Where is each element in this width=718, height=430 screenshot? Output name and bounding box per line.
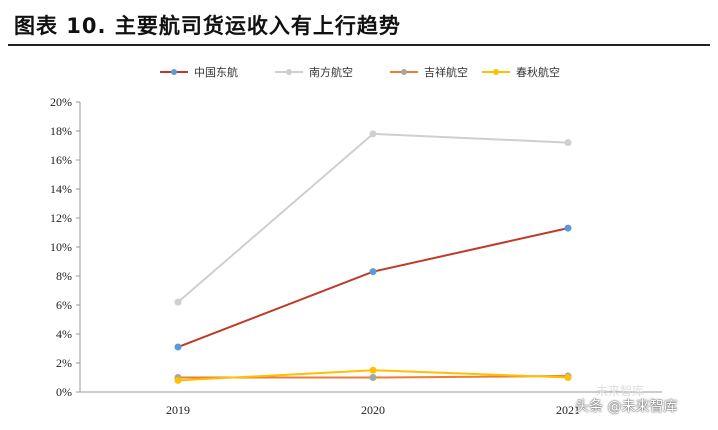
- legend-label: 吉祥航空: [424, 65, 468, 79]
- legend-swatch-marker: [493, 69, 499, 75]
- y-tick-label: 2%: [56, 356, 72, 370]
- series-1: [174, 130, 572, 306]
- y-tick-label: 0%: [56, 385, 72, 399]
- x-tick-label: 2021: [556, 403, 580, 417]
- legend-label: 中国东航: [194, 65, 238, 79]
- legend-item: 吉祥航空: [390, 65, 468, 79]
- y-tick-label: 14%: [50, 182, 72, 196]
- series-line: [177, 132, 569, 303]
- y-tick-label: 8%: [56, 269, 72, 283]
- legend-label: 春秋航空: [516, 65, 560, 79]
- y-tick-label: 10%: [50, 240, 72, 254]
- data-point: [564, 224, 572, 232]
- data-point: [564, 374, 572, 381]
- y-tick-label: 4%: [56, 327, 72, 341]
- y-tick-label: 20%: [50, 95, 72, 109]
- series-0: [174, 224, 572, 351]
- data-point: [369, 374, 377, 381]
- legend-swatch-marker: [286, 69, 292, 75]
- data-point: [174, 298, 182, 306]
- data-point: [174, 376, 182, 384]
- data-point: [369, 268, 377, 276]
- series-3: [174, 366, 572, 384]
- watermark: 头条 @未来智库: [575, 399, 678, 415]
- legend-item: 春秋航空: [482, 65, 560, 79]
- data-point: [369, 366, 377, 374]
- y-axis: 0% 2% 4% 6% 8% 10% 12% 14% 16% 18% 20%: [50, 95, 81, 399]
- x-axis: 2019 2020 2021: [80, 391, 662, 417]
- title-rule: [8, 44, 710, 46]
- x-tick-label: 2019: [166, 403, 190, 417]
- legend-label: 南方航空: [309, 65, 353, 79]
- series-layer: [174, 130, 572, 384]
- figure-title: 图表 10. 主要航司货运收入有上行趋势: [14, 14, 401, 38]
- x-tick-label: 2020: [361, 403, 385, 417]
- legend-item: 中国东航: [160, 65, 238, 79]
- legend-item: 南方航空: [275, 65, 353, 79]
- y-tick-label: 12%: [50, 211, 72, 225]
- y-tick-label: 18%: [50, 124, 72, 138]
- legend-swatch-marker: [171, 69, 177, 75]
- legend: 中国东航 南方航空 吉祥航空 春秋航空: [160, 65, 560, 79]
- y-tick-label: 6%: [56, 298, 72, 312]
- data-point: [564, 139, 572, 147]
- series-line: [177, 227, 569, 348]
- legend-swatch-marker: [401, 69, 407, 75]
- y-tick-label: 16%: [50, 153, 72, 167]
- data-point: [369, 130, 377, 138]
- watermark-faint: 未来智库: [596, 384, 645, 398]
- data-point: [174, 343, 182, 351]
